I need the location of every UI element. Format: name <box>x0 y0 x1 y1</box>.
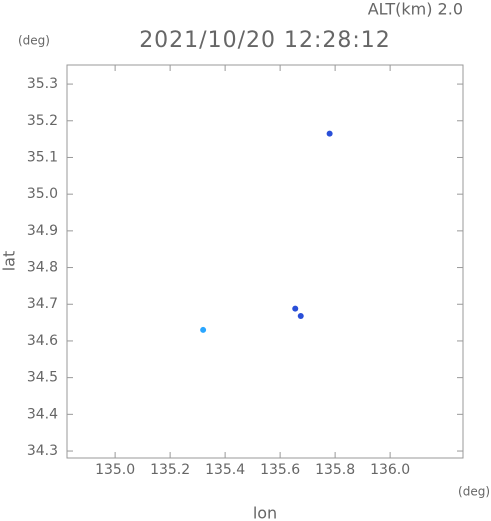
point <box>326 130 333 137</box>
plot-frame <box>66 64 464 459</box>
y-tick-label: 35.3 <box>27 76 58 92</box>
y-tick-label: 35.0 <box>27 186 58 202</box>
y-tick-label: 34.7 <box>27 296 58 312</box>
x-unit: (deg) <box>458 485 490 499</box>
y-tick-label: 34.9 <box>27 223 58 239</box>
x-tick-label: 135.2 <box>150 462 190 478</box>
y-tick-label: 34.3 <box>27 443 58 459</box>
y-tick-label: 34.8 <box>27 260 58 276</box>
x-tick-label: 135.0 <box>95 462 135 478</box>
x-axis-label: lon <box>253 504 277 521</box>
x-tick-label: 136.0 <box>370 462 410 478</box>
point <box>297 312 304 319</box>
x-tick-label: 135.6 <box>260 462 300 478</box>
point <box>292 305 299 312</box>
y-tick-label: 35.1 <box>27 149 58 165</box>
y-tick-label: 34.6 <box>27 333 58 349</box>
x-tick-label: 135.4 <box>205 462 245 478</box>
y-tick-label: 34.5 <box>27 370 58 386</box>
altitude-label: ALT(km) 2.0 <box>368 0 463 19</box>
y-axis-label: lat <box>0 251 19 272</box>
point <box>200 326 207 333</box>
chart-title: 2021/10/20 12:28:12 <box>139 28 391 53</box>
y-tick-label: 34.4 <box>27 406 58 422</box>
y-tick-label: 35.2 <box>27 113 58 129</box>
x-tick-label: 135.8 <box>315 462 355 478</box>
y-unit: (deg) <box>18 34 50 48</box>
